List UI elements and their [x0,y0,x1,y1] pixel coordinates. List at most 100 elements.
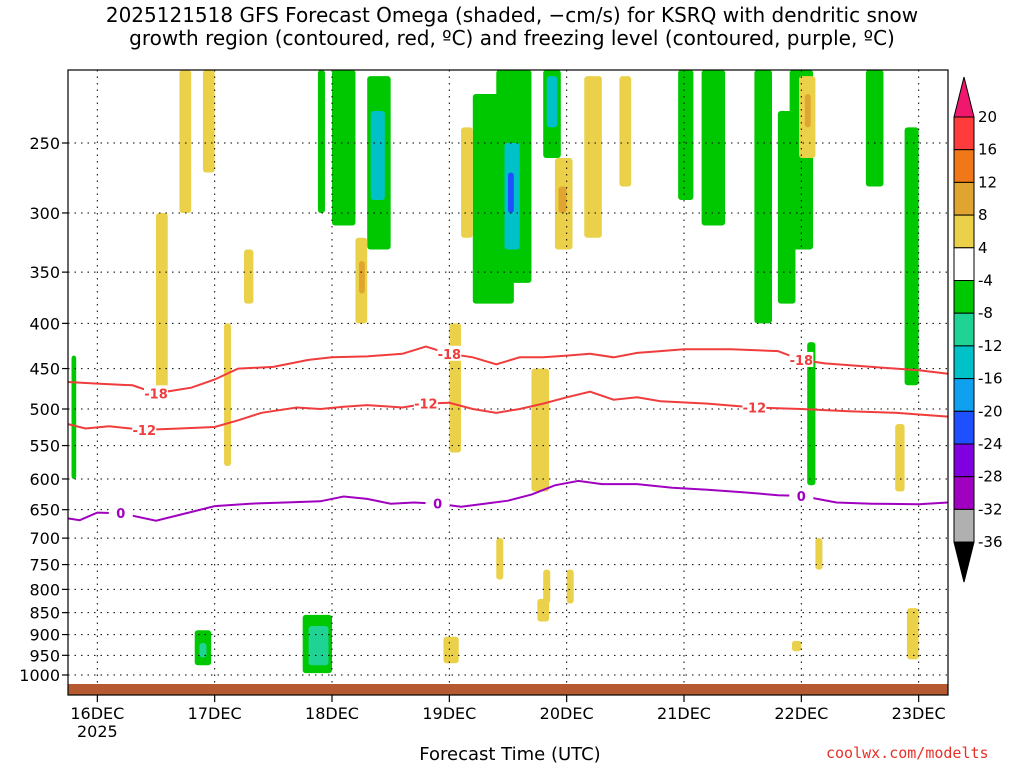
omega-region-33 [531,368,550,492]
colorbar-top-arrow [953,76,975,118]
contour-label-0-0: -18 [144,387,168,402]
omega-region-17 [701,70,726,226]
contour-label-bg-0-0 [144,385,168,401]
colorbar-swatch-9 [953,410,975,445]
y-tick-label-550: 550 [29,437,60,456]
y-tick-label-900: 900 [29,626,60,645]
omega-region-23 [904,127,919,386]
x-tick-label-21: 21DEC [657,704,711,723]
omega-region-24 [224,323,232,466]
title-line-2: growth region (contoured, red, ºC) and f… [129,26,895,50]
y-tick-label-750: 750 [29,556,60,575]
y-tick-label-500: 500 [29,400,60,419]
contour-label-1-0: -12 [133,424,157,439]
contour-label-2-2: 0 [797,490,806,505]
omega-region-32 [449,323,462,453]
colorbar-bottom-arrow [953,541,975,583]
y-axis-ticks: 250 300 350 400 450 500 550 600 650 700 750 800 850 9… [19,134,68,685]
colorbar-swatch-5 [953,280,975,314]
contour-label-0-1: -18 [438,348,462,363]
omega-region-4 [443,636,459,664]
contour-label-bg-0-1 [437,345,462,361]
y-tick-label-1000: 1000 [19,666,60,685]
colorbar-swatch-8 [953,378,975,412]
omega-region-44 [815,538,823,570]
x-tick-label-23: 23DEC [892,704,946,723]
title-line-1: 2025121518 GFS Forecast Omega (shaded, −… [105,3,919,27]
omega-region-26 [179,70,192,213]
y-tick-label-350: 350 [29,263,60,282]
omega-region-18 [754,70,772,324]
colorbar-swatch-10 [953,443,975,478]
colorbar-label-12: -32 [978,500,1003,518]
colorbar-label-2: 12 [978,173,997,191]
omega-region-39 [804,93,811,128]
colorbar-swatch-3 [953,214,975,249]
y-tick-label-700: 700 [29,529,60,548]
colorbar-label-11: -28 [978,468,1003,486]
omega-region-46 [496,538,504,580]
contour-line-1 [67,390,949,431]
y-tick-label-250: 250 [29,134,60,153]
y-tick-label-600: 600 [29,470,60,489]
y-tick-label-400: 400 [29,314,60,333]
y-tick-label-650: 650 [29,501,60,520]
omega-region-37 [619,76,632,187]
contour-label-bg-2-0 [108,505,133,521]
contour-label-1-1: -12 [414,398,438,413]
omega-region-45 [791,640,802,652]
omega-region-1 [199,643,207,658]
colorbar-label-3: 8 [978,206,988,224]
omega-region-40 [895,424,905,492]
contour-label-0-2: -18 [790,354,814,369]
omega-region-27 [202,70,215,173]
colorbar-swatch-6 [953,312,975,347]
contour-label-bg-2-1 [425,495,450,511]
omega-region-3 [308,625,329,666]
omega-region-28 [244,249,254,304]
omega-region-25 [156,212,168,394]
colorbar-label-13: -36 [978,533,1003,551]
colorbar-swatch-1 [953,149,975,183]
contour-label-2-1: 0 [433,498,442,513]
omega-region-42 [566,569,574,604]
contour-label-bg-2-2 [789,487,814,503]
colorbar-swatch-11 [953,476,975,510]
contour-label-bg-1-0 [132,421,157,437]
colorbar-label-1: 16 [978,141,997,159]
omega-region-41 [906,608,919,660]
omega-region-21 [807,342,816,486]
omega-region-13 [508,172,514,213]
colorbar-swatch-4 [953,247,975,282]
contour-label-2-0: 0 [116,507,125,522]
omega-region-16 [678,70,694,200]
omega-region-7 [332,70,356,226]
credit-link[interactable]: coolwx.com/modelts [826,744,989,762]
plot-frame [67,69,949,696]
contour-label-bg-0-2 [789,351,814,367]
omega-region-35 [558,186,567,213]
y-tick-label-850: 850 [29,604,60,623]
colorbar-swatch-0 [953,116,975,151]
x-tick-label-17: 17DEC [188,704,242,723]
contour-line-0 [67,345,949,395]
colorbar-label-6: -8 [978,304,993,322]
contour-line-2 [67,479,949,522]
x-tick-label-18: 18DEC [305,704,359,723]
y-tick-label-300: 300 [29,204,60,223]
colorbar-label-10: -24 [978,435,1003,453]
omega-region-36 [584,76,602,238]
omega-region-22 [865,70,884,187]
contour-label-bg-1-1 [413,395,438,411]
colorbar-label-8: -16 [978,370,1003,388]
x-tick-label-20: 20DEC [540,704,594,723]
colorbar-label-9: -20 [978,402,1003,420]
x-tick-label-22: 22DEC [774,704,828,723]
colorbar-label-7: -12 [978,337,1003,355]
chart-title: 2025121518 GFS Forecast Omega (shaded, −… [0,4,1024,50]
omega-region-43 [543,569,551,604]
omega-region-9 [370,111,385,200]
y-tick-label-450: 450 [29,360,60,379]
y-tick-label-800: 800 [29,580,60,599]
